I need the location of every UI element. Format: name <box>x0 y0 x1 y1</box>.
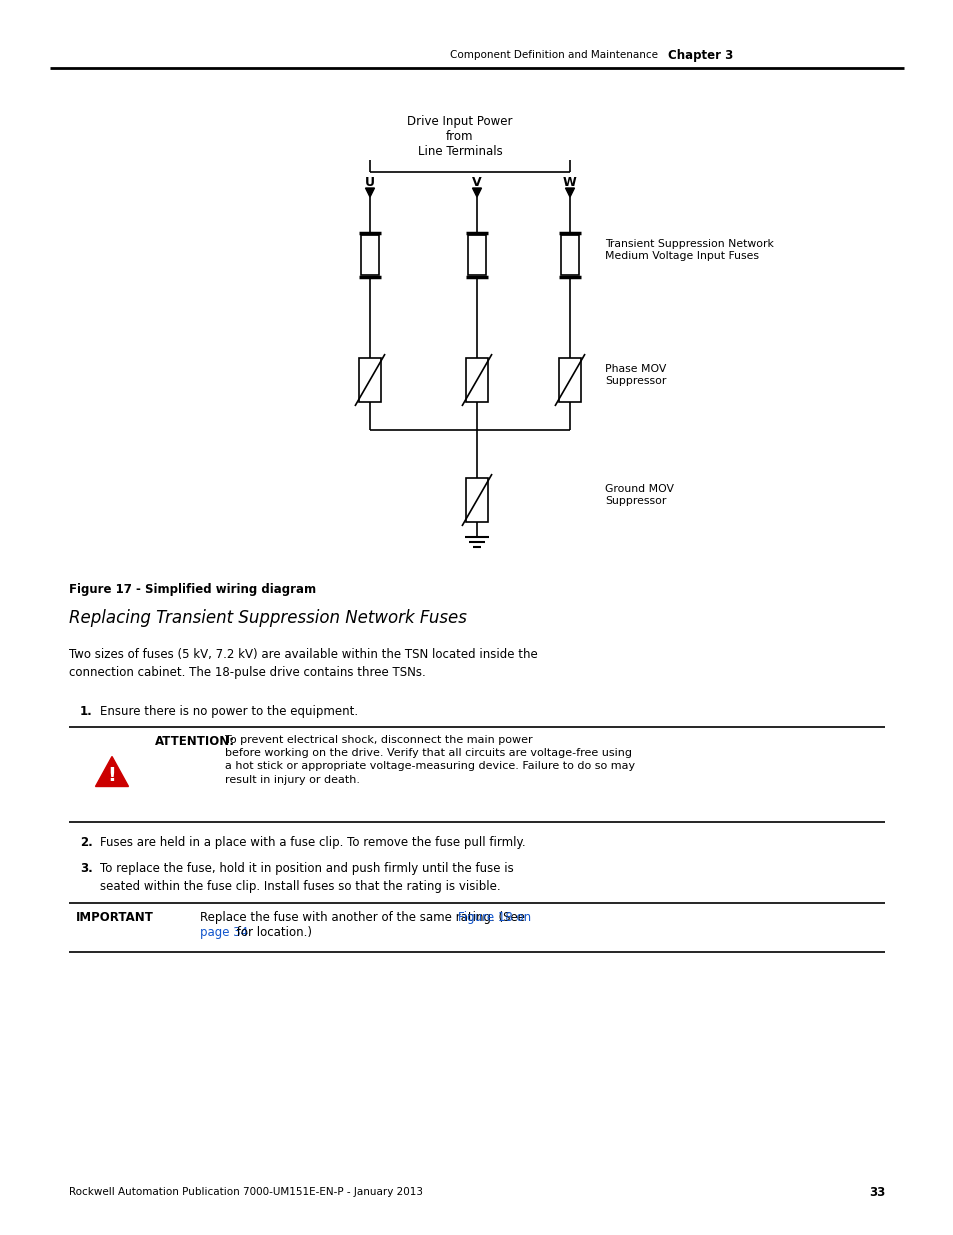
Text: Replace the fuse with another of the same rating. (See: Replace the fuse with another of the sam… <box>200 911 528 924</box>
Bar <box>465 358 488 403</box>
Text: 3.: 3. <box>80 862 92 876</box>
Text: Transient Suppression Network
Medium Voltage Input Fuses: Transient Suppression Network Medium Vol… <box>604 240 773 261</box>
Text: Two sizes of fuses (5 kV, 7.2 kV) are available within the TSN located inside th: Two sizes of fuses (5 kV, 7.2 kV) are av… <box>69 648 537 679</box>
Text: Drive Input Power
from
Line Terminals: Drive Input Power from Line Terminals <box>407 115 512 158</box>
Text: Phase MOV
Suppressor: Phase MOV Suppressor <box>604 364 666 385</box>
Text: for location.): for location.) <box>233 926 312 939</box>
Bar <box>560 235 578 275</box>
Text: 2.: 2. <box>80 836 92 848</box>
Text: page 34: page 34 <box>200 926 248 939</box>
Bar <box>465 478 488 522</box>
Text: !: ! <box>108 766 116 785</box>
Polygon shape <box>565 188 574 198</box>
Text: ATTENTION:: ATTENTION: <box>154 735 234 748</box>
Text: Replacing Transient Suppression Network Fuses: Replacing Transient Suppression Network … <box>69 609 466 627</box>
Text: Fuses are held in a place with a fuse clip. To remove the fuse pull firmly.: Fuses are held in a place with a fuse cl… <box>100 836 525 848</box>
Text: IMPORTANT: IMPORTANT <box>76 911 153 924</box>
Text: V: V <box>472 177 481 189</box>
Text: W: W <box>562 177 577 189</box>
Text: To prevent electrical shock, disconnect the main power
before working on the dri: To prevent electrical shock, disconnect … <box>225 735 635 784</box>
Bar <box>360 235 378 275</box>
Text: Figure 17 - Simplified wiring diagram: Figure 17 - Simplified wiring diagram <box>69 583 315 597</box>
Text: Chapter 3: Chapter 3 <box>667 48 733 62</box>
Text: Rockwell Automation Publication 7000-UM151E-EN-P - January 2013: Rockwell Automation Publication 7000-UM1… <box>69 1187 422 1197</box>
Bar <box>468 235 485 275</box>
Text: Ground MOV
Suppressor: Ground MOV Suppressor <box>604 484 673 506</box>
Text: Ensure there is no power to the equipment.: Ensure there is no power to the equipmen… <box>100 705 357 718</box>
Text: Component Definition and Maintenance: Component Definition and Maintenance <box>450 49 658 61</box>
Text: Figure 18 on: Figure 18 on <box>458 911 531 924</box>
Bar <box>358 358 380 403</box>
Polygon shape <box>365 188 375 198</box>
Polygon shape <box>472 188 481 198</box>
Text: U: U <box>365 177 375 189</box>
Text: 33: 33 <box>868 1186 884 1198</box>
Bar <box>558 358 580 403</box>
Polygon shape <box>95 757 129 787</box>
Text: 1.: 1. <box>80 705 92 718</box>
Text: To replace the fuse, hold it in position and push firmly until the fuse is
seate: To replace the fuse, hold it in position… <box>100 862 514 893</box>
